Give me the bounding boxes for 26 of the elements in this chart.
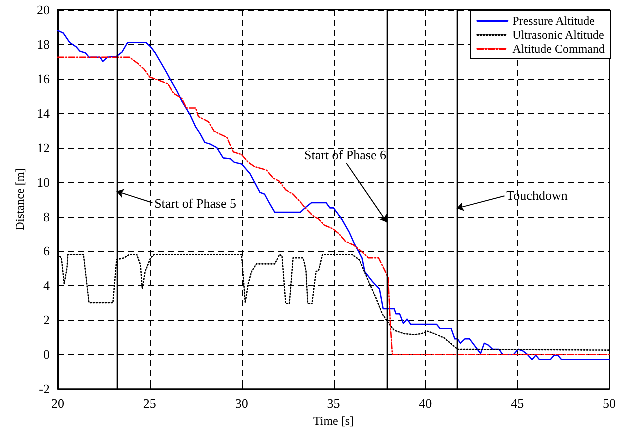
- y-tick-label: 12: [37, 140, 50, 156]
- y-tick-label: 20: [37, 2, 50, 18]
- x-tick-label: 30: [235, 396, 248, 412]
- y-tick-label: 16: [37, 71, 50, 86]
- y-tick-label: 8: [44, 209, 50, 224]
- legend-label: Pressure Altitude: [512, 14, 595, 28]
- x-axis-title: Time [s]: [313, 414, 354, 428]
- y-tick-label: -2: [39, 382, 50, 397]
- ref-line-label: Start of Phase 6: [304, 148, 387, 163]
- x-tick-label: 25: [143, 396, 156, 412]
- y-tick-label: 4: [44, 278, 50, 294]
- x-tick-label: 45: [511, 396, 524, 412]
- y-tick-label: 6: [44, 244, 50, 259]
- x-tick-label: 35: [327, 396, 340, 412]
- y-tick-label: 10: [37, 174, 50, 190]
- legend-label: Ultrasonic Altitude: [512, 28, 604, 42]
- y-axis-title: Distance [m]: [13, 168, 28, 231]
- y-tick-label: 2: [44, 312, 50, 328]
- y-tick-label: 14: [37, 106, 50, 121]
- y-tick-label: 18: [37, 36, 50, 52]
- ref-line-label: Touchdown: [506, 188, 568, 204]
- x-tick-label: 40: [419, 396, 432, 412]
- ref-line-label: Start of Phase 5: [154, 196, 237, 212]
- y-tick-label: 0: [44, 347, 50, 362]
- x-tick-label: 50: [603, 396, 616, 412]
- legend-label: Altitude Command: [512, 42, 605, 56]
